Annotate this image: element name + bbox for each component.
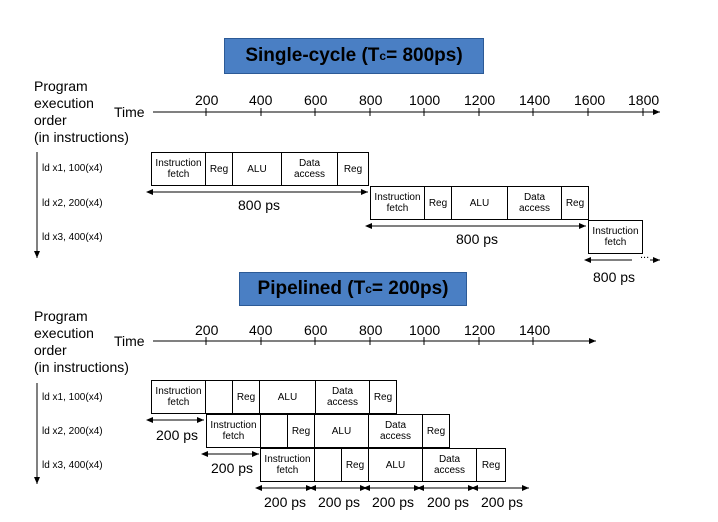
stage-instruction-fetch: Instruction fetch: [370, 186, 425, 220]
y-label-line: (in instructions): [34, 359, 129, 375]
stage-reg-read: Reg: [341, 448, 369, 482]
tick-label: 400: [249, 322, 273, 338]
tick-label: 1400: [519, 92, 551, 108]
stage-reg-write: Reg: [561, 186, 589, 220]
stage-gap: [205, 380, 233, 414]
tick-label: 1800: [628, 92, 660, 108]
stage-data-access: Data access: [281, 152, 338, 186]
tick-label: 200: [195, 92, 219, 108]
stage-reg-write: Reg: [476, 448, 506, 482]
duration-label: 800 ps: [238, 197, 281, 213]
ellipsis-label: ...: [640, 249, 650, 261]
stage-alu: ALU: [451, 186, 508, 220]
stage-instruction-fetch: Instruction fetch: [151, 380, 206, 414]
tick-label: 1200: [464, 92, 496, 108]
stage-alu: ALU: [232, 152, 282, 186]
time-axis-ticks: [205, 108, 644, 116]
stage-instruction-fetch: Instruction fetch: [588, 220, 643, 254]
stage-reg-read: Reg: [287, 414, 315, 448]
tick-label: 1000: [409, 322, 441, 338]
stage-instruction-fetch: Instruction fetch: [151, 152, 206, 186]
time-axis-ticks: [205, 337, 534, 345]
instruction-label: ld x2, 200(x4): [42, 426, 103, 437]
instruction-label: ld x2, 200(x4): [42, 198, 103, 209]
pipe-title-end: = 200ps): [371, 278, 449, 299]
tick-label: 600: [304, 92, 328, 108]
stage-reg-write: Reg: [422, 414, 450, 448]
instruction-label: ld x1, 100(x4): [42, 392, 103, 403]
instruction-label: ld x1, 100(x4): [42, 163, 103, 174]
duration-label: 200 ps: [211, 460, 254, 476]
y-label-line: execution: [34, 325, 94, 341]
instruction-label: ld x3, 400(x4): [42, 460, 103, 471]
tick-label: 1000: [409, 92, 441, 108]
tick-label: 1200: [464, 322, 496, 338]
stage-alu: ALU: [368, 448, 423, 482]
pipe-time-label: Time: [114, 333, 145, 349]
stage-data-access: Data access: [315, 380, 370, 414]
tick-label: 200: [195, 322, 219, 338]
stage-alu: ALU: [259, 380, 316, 414]
duration-label: 200 ps: [156, 427, 199, 443]
single-title-sub: c: [379, 49, 387, 63]
single-title-end: = 800ps): [386, 45, 463, 66]
stage-instruction-fetch: Instruction fetch: [206, 414, 261, 448]
tick-label: 600: [304, 322, 328, 338]
tick-label: 800: [359, 322, 383, 338]
duration-label: 800 ps: [456, 231, 499, 247]
stage-reg-write: Reg: [369, 380, 397, 414]
y-label-line: order: [34, 342, 67, 358]
pipelined-title: Pipelined (T c = 200ps): [239, 272, 467, 306]
stage-reg-read: Reg: [232, 380, 260, 414]
pipe-title-sub: c: [365, 282, 372, 296]
y-label-line: execution: [34, 95, 94, 111]
single-time-label: Time: [114, 104, 145, 120]
duration-label: 200 ps: [264, 494, 307, 510]
pipe-title-main: Pipelined (T: [257, 278, 366, 299]
tick-label: 1600: [574, 92, 606, 108]
single-title-main: Single-cycle (T: [245, 45, 380, 66]
tick-label: 1400: [519, 322, 551, 338]
duration-label: 200 ps: [318, 494, 361, 510]
stage-data-access: Data access: [368, 414, 423, 448]
duration-label: 200 ps: [372, 494, 415, 510]
y-label-line: order: [34, 112, 67, 128]
stage-reg-write: Reg: [337, 152, 369, 186]
y-label-line: Program: [34, 78, 88, 94]
stage-gap: [314, 448, 342, 482]
y-label-line: Program: [34, 308, 88, 324]
stage-instruction-fetch: Instruction fetch: [260, 448, 315, 482]
duration-label: 200 ps: [427, 494, 470, 510]
tick-label: 800: [359, 92, 383, 108]
single-cycle-title: Single-cycle (T c = 800ps): [224, 38, 484, 74]
stage-gap: [260, 414, 288, 448]
y-label-line: (in instructions): [34, 129, 129, 145]
instruction-label: ld x3, 400(x4): [42, 232, 103, 243]
duration-label: 800 ps: [593, 269, 636, 285]
stage-data-access: Data access: [507, 186, 562, 220]
tick-label: 400: [249, 92, 273, 108]
duration-label: 200 ps: [481, 494, 524, 510]
